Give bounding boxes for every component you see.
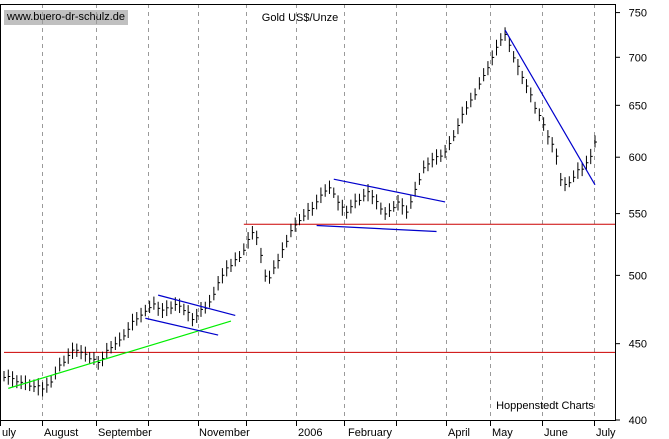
- x-tick-label: June: [544, 427, 568, 439]
- y-tick-label: 400: [629, 415, 647, 427]
- x-tick-label: uly: [2, 427, 17, 439]
- footer-label: Hoppenstedt Charts: [496, 400, 594, 412]
- y-tick-label: 650: [629, 100, 647, 112]
- x-tick-label: 2006: [298, 427, 322, 439]
- trendline: [8, 320, 232, 389]
- x-tick-label: May: [492, 427, 513, 439]
- trendline: [158, 294, 236, 317]
- horizontal-lines: [4, 223, 615, 353]
- x-tick-label: August: [44, 427, 78, 439]
- x-tick-label: April: [448, 427, 470, 439]
- trendline: [145, 317, 219, 336]
- trendline: [333, 178, 446, 203]
- x-tick-label: November: [199, 427, 250, 439]
- y-tick-label: 450: [629, 339, 647, 351]
- chart-title: Gold US$/Unze: [262, 12, 338, 24]
- axes: uly August September November 2006 February Ap…: [0, 4, 647, 439]
- trendline: [316, 224, 437, 233]
- y-tick-label: 600: [629, 152, 647, 164]
- price-bars: [3, 27, 597, 397]
- grid-layer: [0, 4, 595, 420]
- x-tick-label: July: [596, 427, 616, 439]
- x-tick-label: September: [98, 427, 152, 439]
- plot-frame: [0, 4, 616, 421]
- trendline: [504, 29, 596, 186]
- y-tick-label: 750: [629, 8, 647, 20]
- x-tick-label: February: [348, 427, 393, 439]
- y-tick-label: 500: [629, 270, 647, 282]
- trendlines: [8, 29, 596, 389]
- y-tick-label: 550: [629, 209, 647, 221]
- y-tick-label: 700: [629, 52, 647, 64]
